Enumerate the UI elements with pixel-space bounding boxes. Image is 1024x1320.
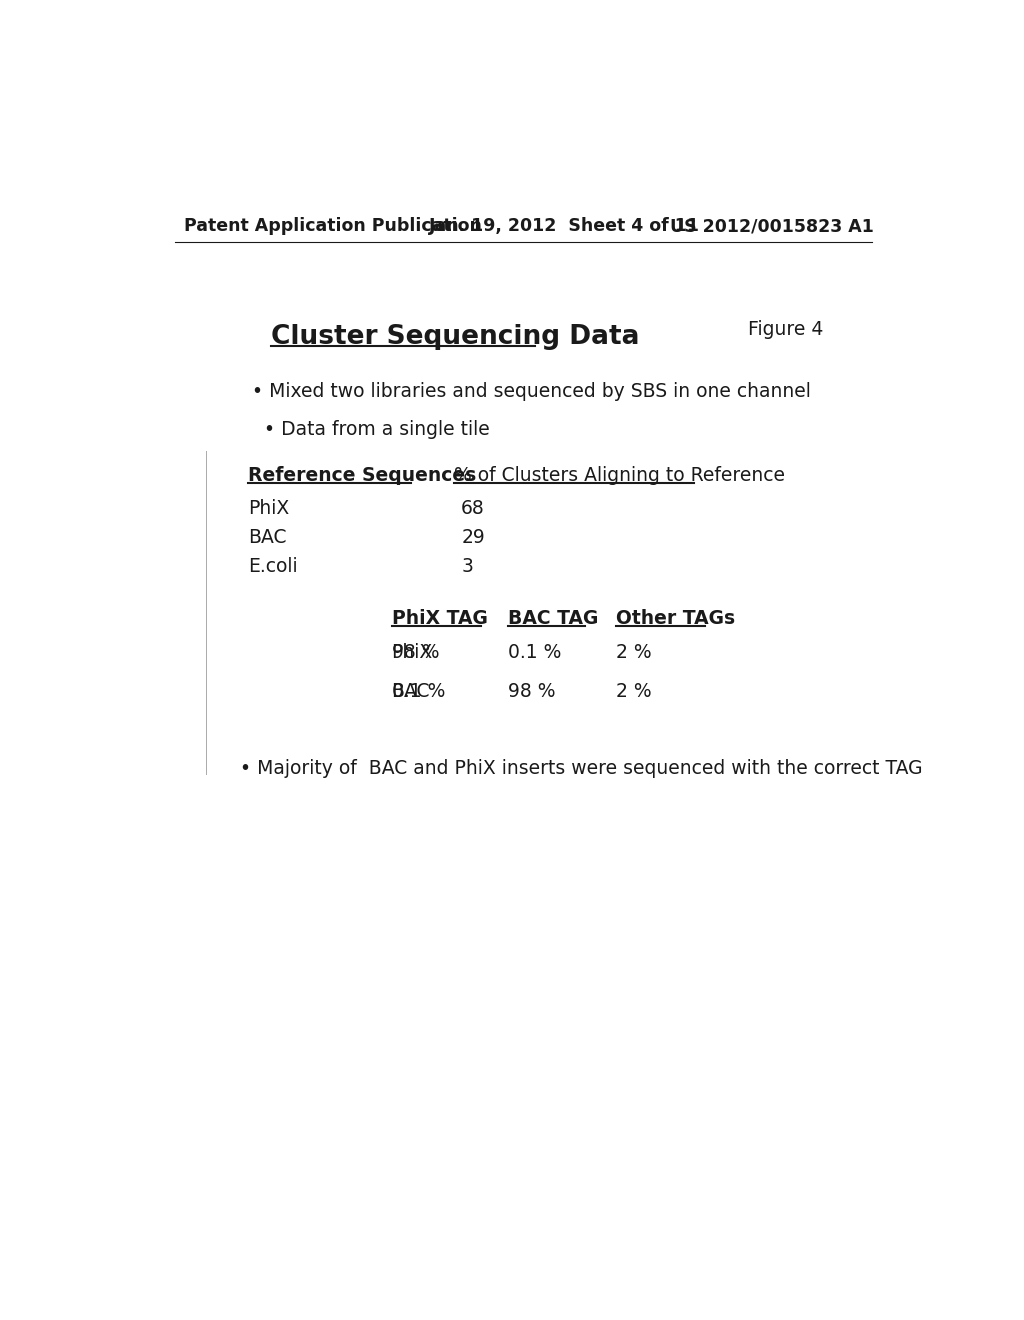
Text: Cluster Sequencing Data: Cluster Sequencing Data xyxy=(271,323,640,350)
Text: E.coli: E.coli xyxy=(248,557,298,577)
Text: • Data from a single tile: • Data from a single tile xyxy=(263,420,489,440)
Text: % of Clusters Aligning to Reference: % of Clusters Aligning to Reference xyxy=(454,466,784,486)
Text: PhiX: PhiX xyxy=(391,644,433,663)
Text: Figure 4: Figure 4 xyxy=(748,321,823,339)
Text: 98 %: 98 % xyxy=(391,644,439,663)
Text: • Mixed two libraries and sequenced by SBS in one channel: • Mixed two libraries and sequenced by S… xyxy=(252,381,811,401)
Text: 68: 68 xyxy=(461,499,485,517)
Text: PhiX: PhiX xyxy=(248,499,290,517)
Text: BAC: BAC xyxy=(391,682,430,701)
Text: Jan. 19, 2012  Sheet 4 of 11: Jan. 19, 2012 Sheet 4 of 11 xyxy=(429,218,699,235)
Text: 29: 29 xyxy=(461,528,485,546)
Text: Patent Application Publication: Patent Application Publication xyxy=(183,218,481,235)
Text: 2 %: 2 % xyxy=(616,644,652,663)
Text: Reference Sequences: Reference Sequences xyxy=(248,466,476,486)
Text: 0.1 %: 0.1 % xyxy=(391,682,444,701)
Text: 2 %: 2 % xyxy=(616,682,652,701)
Text: 3: 3 xyxy=(461,557,473,577)
Text: PhiX TAG: PhiX TAG xyxy=(391,609,487,628)
Text: • Majority of  BAC and PhiX inserts were sequenced with the correct TAG: • Majority of BAC and PhiX inserts were … xyxy=(241,759,923,777)
Text: BAC TAG: BAC TAG xyxy=(508,609,598,628)
Text: 0.1 %: 0.1 % xyxy=(508,644,561,663)
Text: 98 %: 98 % xyxy=(508,682,555,701)
Text: Other TAGs: Other TAGs xyxy=(616,609,735,628)
Text: BAC: BAC xyxy=(248,528,287,546)
Text: US 2012/0015823 A1: US 2012/0015823 A1 xyxy=(671,218,874,235)
